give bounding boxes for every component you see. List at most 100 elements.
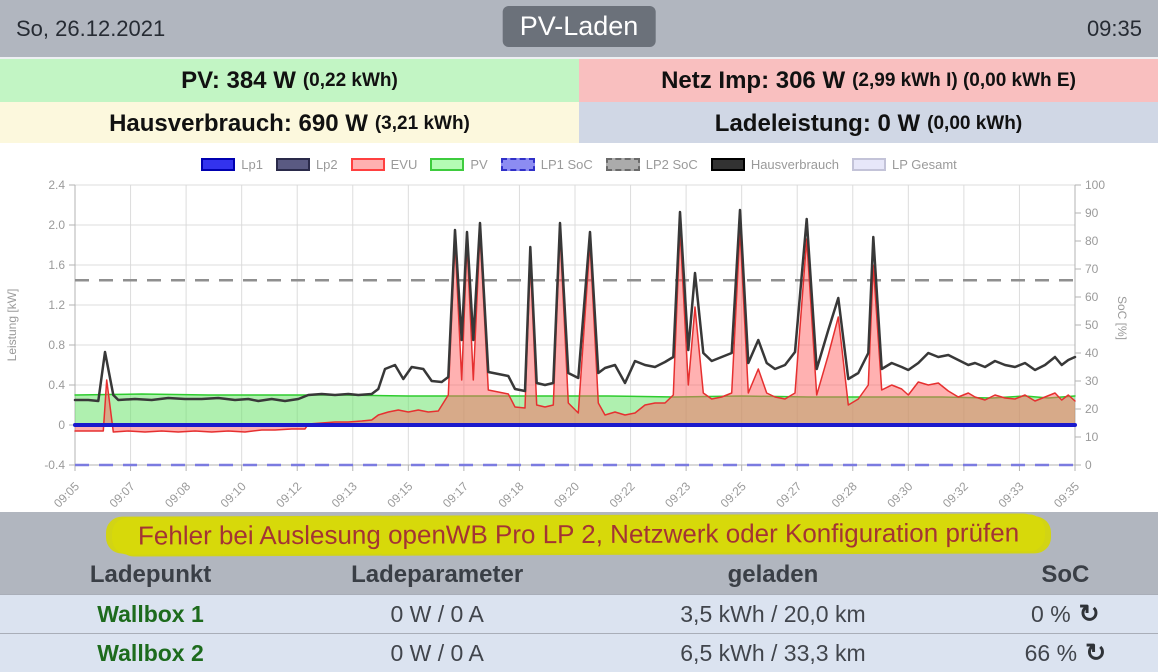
pv-status-box[interactable]: PV: 384 W (0,22 kWh) [0, 59, 579, 102]
chargepoint-table: Ladepunkt Ladeparameter geladen SoC Wall… [0, 556, 1158, 672]
svg-text:Leistung [kW]: Leistung [kW] [5, 289, 19, 362]
svg-text:0.8: 0.8 [48, 338, 65, 352]
house-consumption-status-box[interactable]: Hausverbrauch: 690 W (3,21 kWh) [0, 102, 579, 145]
svg-text:10: 10 [1085, 430, 1099, 444]
wallbox2-charged: 6,5 kWh / 33,3 km [680, 639, 866, 666]
page-title-button[interactable]: PV-Laden [502, 6, 656, 47]
wallbox2-name: Wallbox 2 [97, 639, 204, 666]
svg-text:09:12: 09:12 [273, 479, 304, 510]
svg-text:09:18: 09:18 [495, 479, 526, 510]
header-ladepunkt: Ladepunkt [89, 561, 212, 588]
svg-text:09:05: 09:05 [51, 479, 82, 510]
charge-energy-value: (0,00 kWh) [927, 112, 1023, 134]
legend-swatch-icon [350, 158, 385, 171]
svg-text:1.2: 1.2 [48, 298, 65, 312]
legend-label: Lp1 [241, 157, 263, 172]
legend-swatch-icon [500, 158, 535, 171]
error-banner: Fehler bei Auslesung openWB Pro LP 2, Ne… [0, 512, 1158, 556]
legend-label: Hausverbrauch [750, 157, 839, 172]
svg-text:20: 20 [1085, 402, 1099, 416]
legend-swatch-icon [710, 158, 745, 171]
svg-text:09:23: 09:23 [662, 479, 693, 510]
svg-text:09:27: 09:27 [773, 479, 804, 510]
svg-text:80: 80 [1085, 234, 1099, 248]
wallbox1-charged: 3,5 kWh / 20,0 km [680, 600, 866, 627]
svg-text:SoC [%]: SoC [%] [1115, 296, 1129, 340]
table-row-wallbox-1: Wallbox 1 0 W / 0 A 3,5 kWh / 20,0 km 0 … [0, 594, 1158, 633]
legend-swatch-icon [201, 158, 236, 171]
clock-label: 09:35 [1086, 15, 1142, 41]
legend-item-lp-gesamt[interactable]: LP Gesamt [851, 157, 957, 172]
wallbox2-soc-value: 66 % [1024, 639, 1078, 666]
chart-section: Lp1 Lp2 EVU PV LP1 SoC LP2 SoC Hausverbrauch LP… [0, 143, 1158, 512]
legend-item-evu[interactable]: EVU [350, 157, 418, 172]
svg-text:09:25: 09:25 [718, 479, 749, 510]
svg-text:09:33: 09:33 [995, 479, 1026, 510]
legend-swatch-icon [275, 158, 310, 171]
svg-text:09:13: 09:13 [329, 479, 360, 510]
svg-text:09:15: 09:15 [384, 479, 415, 510]
grid-energy-value: (2,99 kWh I) (0,00 kWh E) [852, 69, 1076, 91]
house-energy-value: (3,21 kWh) [374, 112, 470, 134]
table-header-row: Ladepunkt Ladeparameter geladen SoC [0, 556, 1158, 594]
svg-text:30: 30 [1085, 374, 1099, 388]
legend-label: EVU [390, 157, 418, 172]
charge-power-value: Ladeleistung: 0 W [714, 109, 921, 137]
svg-text:09:17: 09:17 [440, 479, 471, 510]
svg-text:09:20: 09:20 [551, 479, 582, 510]
date-label: So, 26.12.2021 [16, 15, 166, 41]
legend-label: LP2 SoC [645, 157, 698, 172]
house-power-value: Hausverbrauch: 690 W [109, 109, 368, 137]
svg-text:0: 0 [58, 418, 65, 432]
legend-item-lp1[interactable]: Lp1 [201, 157, 263, 172]
table-row-wallbox-2: Wallbox 2 0 W / 0 A 6,5 kWh / 33,3 km 66… [0, 633, 1158, 672]
header-ladeparameter: Ladeparameter [351, 561, 524, 588]
svg-text:09:30: 09:30 [884, 479, 915, 510]
svg-text:09:28: 09:28 [829, 479, 860, 510]
chart-legend: Lp1 Lp2 EVU PV LP1 SoC LP2 SoC Hausverbrauch LP… [0, 157, 1158, 172]
svg-text:09:32: 09:32 [940, 479, 971, 510]
svg-text:09:22: 09:22 [607, 479, 638, 510]
header-geladen: geladen [727, 561, 819, 588]
status-grid: PV: 384 W (0,22 kWh) Netz Imp: 306 W (2,… [0, 57, 1158, 145]
svg-text:2.0: 2.0 [48, 218, 65, 232]
svg-text:09:08: 09:08 [162, 479, 193, 510]
legend-swatch-icon [430, 158, 465, 171]
legend-item-lp1-soc[interactable]: LP1 SoC [500, 157, 593, 172]
pv-energy-value: (0,22 kWh) [302, 69, 398, 91]
legend-swatch-icon [605, 158, 640, 171]
refresh-soc-icon[interactable]: ↻ [1085, 639, 1107, 667]
refresh-soc-icon[interactable]: ↻ [1078, 600, 1100, 628]
svg-text:-0.4: -0.4 [44, 458, 65, 472]
svg-text:1.6: 1.6 [48, 258, 65, 272]
legend-label: LP Gesamt [891, 157, 957, 172]
svg-text:0: 0 [1085, 458, 1092, 472]
legend-label: Lp2 [315, 157, 338, 172]
svg-text:50: 50 [1085, 318, 1099, 332]
legend-item-pv[interactable]: PV [430, 157, 488, 172]
wallbox1-soc-value: 0 % [1031, 600, 1071, 627]
svg-text:09:07: 09:07 [107, 479, 138, 510]
legend-item-lp2-soc[interactable]: LP2 SoC [605, 157, 698, 172]
wallbox1-name: Wallbox 1 [97, 600, 204, 627]
pv-power-value: PV: 384 W [181, 66, 296, 94]
grid-power-value: Netz Imp: 306 W [661, 66, 846, 94]
grid-import-status-box[interactable]: Netz Imp: 306 W (2,99 kWh I) (0,00 kWh E… [579, 59, 1158, 102]
wallbox2-parameters: 0 W / 0 A [390, 639, 484, 666]
svg-text:2.4: 2.4 [48, 178, 65, 192]
svg-text:09:35: 09:35 [1051, 479, 1082, 510]
error-message: Fehler bei Auslesung openWB Pro LP 2, Ne… [112, 513, 1046, 555]
legend-item-hausverbrauch[interactable]: Hausverbrauch [710, 157, 839, 172]
svg-text:40: 40 [1085, 346, 1099, 360]
svg-text:90: 90 [1085, 206, 1099, 220]
svg-text:09:10: 09:10 [218, 479, 249, 510]
legend-item-lp2[interactable]: Lp2 [275, 157, 338, 172]
header-soc: SoC [1041, 561, 1090, 588]
top-bar: So, 26.12.2021 PV-Laden 09:35 [0, 0, 1158, 57]
legend-label: LP1 SoC [540, 157, 593, 172]
legend-swatch-icon [851, 158, 886, 171]
charge-power-status-box[interactable]: Ladeleistung: 0 W (0,00 kWh) [579, 102, 1158, 145]
legend-label: PV [470, 157, 488, 172]
chargepoint-panel: Fehler bei Auslesung openWB Pro LP 2, Ne… [0, 512, 1158, 672]
power-soc-chart: -0.4 0 0.4 0.8 1.2 1.6 2.0 2.4 0 10 20 30 40 50 60 70 80… [5, 178, 1129, 510]
